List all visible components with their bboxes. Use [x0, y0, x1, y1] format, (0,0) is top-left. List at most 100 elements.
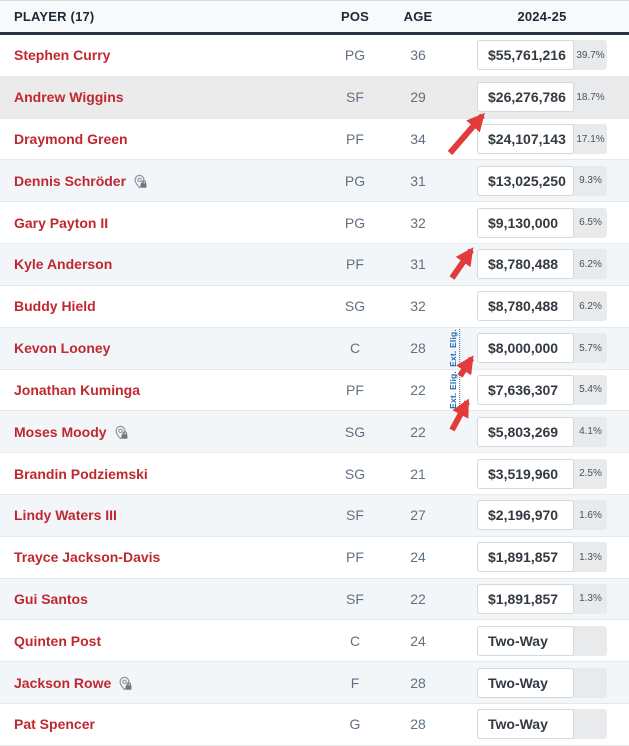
player-link[interactable]: Moses Moody: [14, 423, 107, 440]
extension-eligible-label[interactable]: Ext. Elig.: [448, 370, 461, 409]
salary-cell: $24,107,143 17.1%: [477, 124, 607, 155]
ext-elig-slot: Ext. Elig.: [440, 329, 477, 368]
salary-badge: $55,761,216 39.7%: [477, 40, 607, 71]
col-header-age[interactable]: AGE: [403, 9, 433, 24]
player-link[interactable]: Kevon Looney: [14, 340, 111, 357]
player-position: PF: [346, 131, 364, 148]
salary-badge: $24,107,143 17.1%: [477, 124, 607, 155]
player-cell: Buddy Hield: [0, 298, 333, 314]
player-cell: Moses Moody: [0, 424, 333, 440]
player-link[interactable]: Lindy Waters III: [14, 507, 117, 524]
player-position: SG: [344, 465, 366, 482]
salary-value: $8,780,488: [477, 249, 574, 280]
player-link[interactable]: Draymond Green: [14, 131, 128, 148]
player-cell: Jackson Rowe: [0, 675, 333, 691]
player-position: SF: [346, 507, 364, 524]
salary-cell: Two-Way: [477, 625, 607, 656]
player-link[interactable]: Trayce Jackson-Davis: [14, 549, 161, 566]
player-cell: Kyle Anderson: [0, 256, 333, 272]
player-age: 29: [410, 89, 426, 106]
player-cell: Andrew Wiggins: [0, 89, 333, 105]
salary-value: $7,636,307: [477, 374, 574, 405]
salary-badge: $8,780,488 6.2%: [477, 291, 607, 322]
player-cell: Brandin Podziemski: [0, 466, 333, 482]
col-header-pos[interactable]: POS: [340, 9, 370, 24]
player-position: PG: [344, 172, 366, 189]
player-link[interactable]: Jonathan Kuminga: [14, 381, 141, 398]
pin-lock-icon: [117, 676, 132, 691]
table-row: Pat Spencer G 28 Two-Way: [0, 704, 629, 746]
player-link[interactable]: Pat Spencer: [14, 716, 95, 733]
player-cell: Gary Payton II: [0, 215, 333, 231]
table-row: Kyle Anderson PF 31 $8,780,488 6.2%: [0, 244, 629, 286]
salary-value: $3,519,960: [477, 458, 574, 489]
player-cell: Kevon Looney: [0, 340, 333, 356]
player-link[interactable]: Buddy Hield: [14, 298, 96, 315]
salary-badge: $3,519,960 2.5%: [477, 458, 607, 489]
player-position: SF: [346, 590, 364, 607]
salary-value: $55,761,216: [477, 40, 574, 71]
salary-badge: $2,196,970 1.6%: [477, 500, 607, 531]
player-position: F: [350, 674, 360, 691]
salary-badge: $26,276,786 18.7%: [477, 82, 607, 113]
player-position: SG: [344, 298, 366, 315]
salary-cell: $8,780,488 6.2%: [477, 291, 607, 322]
player-age: 36: [410, 47, 426, 64]
table-row: Draymond Green PF 34 $24,107,143 17.1%: [0, 118, 629, 161]
player-position: PG: [344, 214, 366, 231]
cap-percentage: [574, 626, 607, 656]
player-position: SF: [346, 89, 364, 106]
player-position: G: [349, 716, 361, 733]
cap-percentage: 17.1%: [576, 133, 605, 145]
player-link[interactable]: Gary Payton II: [14, 214, 109, 231]
salary-cell: $3,519,960 2.5%: [477, 458, 607, 489]
salary-value: $2,196,970: [477, 500, 574, 531]
player-age: 27: [410, 507, 426, 524]
cap-percentage: 5.4%: [579, 384, 602, 396]
pin-lock-icon: [113, 425, 128, 440]
player-age: 31: [410, 256, 426, 273]
player-position: SG: [344, 423, 366, 440]
col-header-season[interactable]: 2024-25: [517, 9, 567, 24]
table-row: Buddy Hield SG 32 $8,780,488 6.2%: [0, 285, 629, 328]
table-header: PLAYER (17) POS AGE 2024-25: [0, 1, 629, 35]
player-age: 32: [410, 214, 426, 231]
salary-badge: $5,803,269 4.1%: [477, 416, 607, 447]
player-cell: Quinten Post: [0, 633, 333, 649]
table-row: Quinten Post C 24 Two-Way: [0, 620, 629, 663]
extension-eligible-label[interactable]: Ext. Elig.: [448, 329, 461, 368]
salary-value: Two-Way: [477, 667, 574, 698]
salary-badge: Two-Way: [477, 667, 607, 698]
player-link[interactable]: Dennis Schröder: [14, 172, 127, 189]
player-age: 22: [410, 590, 426, 607]
player-link[interactable]: Jackson Rowe: [14, 674, 112, 691]
player-link[interactable]: Gui Santos: [14, 590, 88, 607]
salary-value: $9,130,000: [477, 207, 574, 238]
player-link[interactable]: Kyle Anderson: [14, 256, 113, 273]
cap-percentage: 1.3%: [579, 593, 602, 605]
salary-cell: $5,803,269 4.1%: [477, 416, 607, 447]
col-header-player[interactable]: PLAYER (17): [14, 9, 95, 24]
table-row: Brandin Podziemski SG 21 $3,519,960 2.5%: [0, 453, 629, 495]
player-link[interactable]: Stephen Curry: [14, 47, 111, 64]
pin-lock-icon: [132, 174, 147, 189]
salary-value: $13,025,250: [477, 165, 574, 196]
player-link[interactable]: Andrew Wiggins: [14, 89, 124, 106]
cap-percentage: 6.5%: [579, 217, 602, 229]
salary-cell: $55,761,216 39.7%: [477, 40, 607, 71]
cap-percentage: 5.7%: [579, 342, 602, 354]
player-position: PF: [346, 256, 364, 273]
salary-cell: $7,636,307 5.4%: [477, 374, 607, 405]
cap-percentage: [574, 709, 607, 739]
player-link[interactable]: Brandin Podziemski: [14, 465, 148, 482]
salary-value: $8,780,488: [477, 291, 574, 322]
player-cell: Stephen Curry: [0, 47, 333, 63]
salary-value: $24,107,143: [477, 124, 574, 155]
salary-cell: $8,000,000 5.7%: [477, 333, 607, 364]
player-position: C: [349, 632, 361, 649]
player-link[interactable]: Quinten Post: [14, 632, 102, 649]
salary-badge: $1,891,857 1.3%: [477, 583, 607, 614]
player-age: 24: [410, 632, 426, 649]
player-position: PG: [344, 47, 366, 64]
